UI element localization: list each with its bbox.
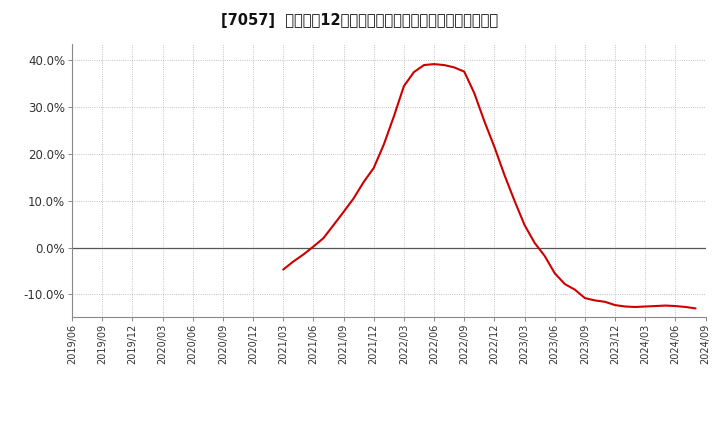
Text: [7057]  売上高の12か月移動合計の対前年同期増減率の推移: [7057] 売上高の12か月移動合計の対前年同期増減率の推移 bbox=[222, 13, 498, 28]
